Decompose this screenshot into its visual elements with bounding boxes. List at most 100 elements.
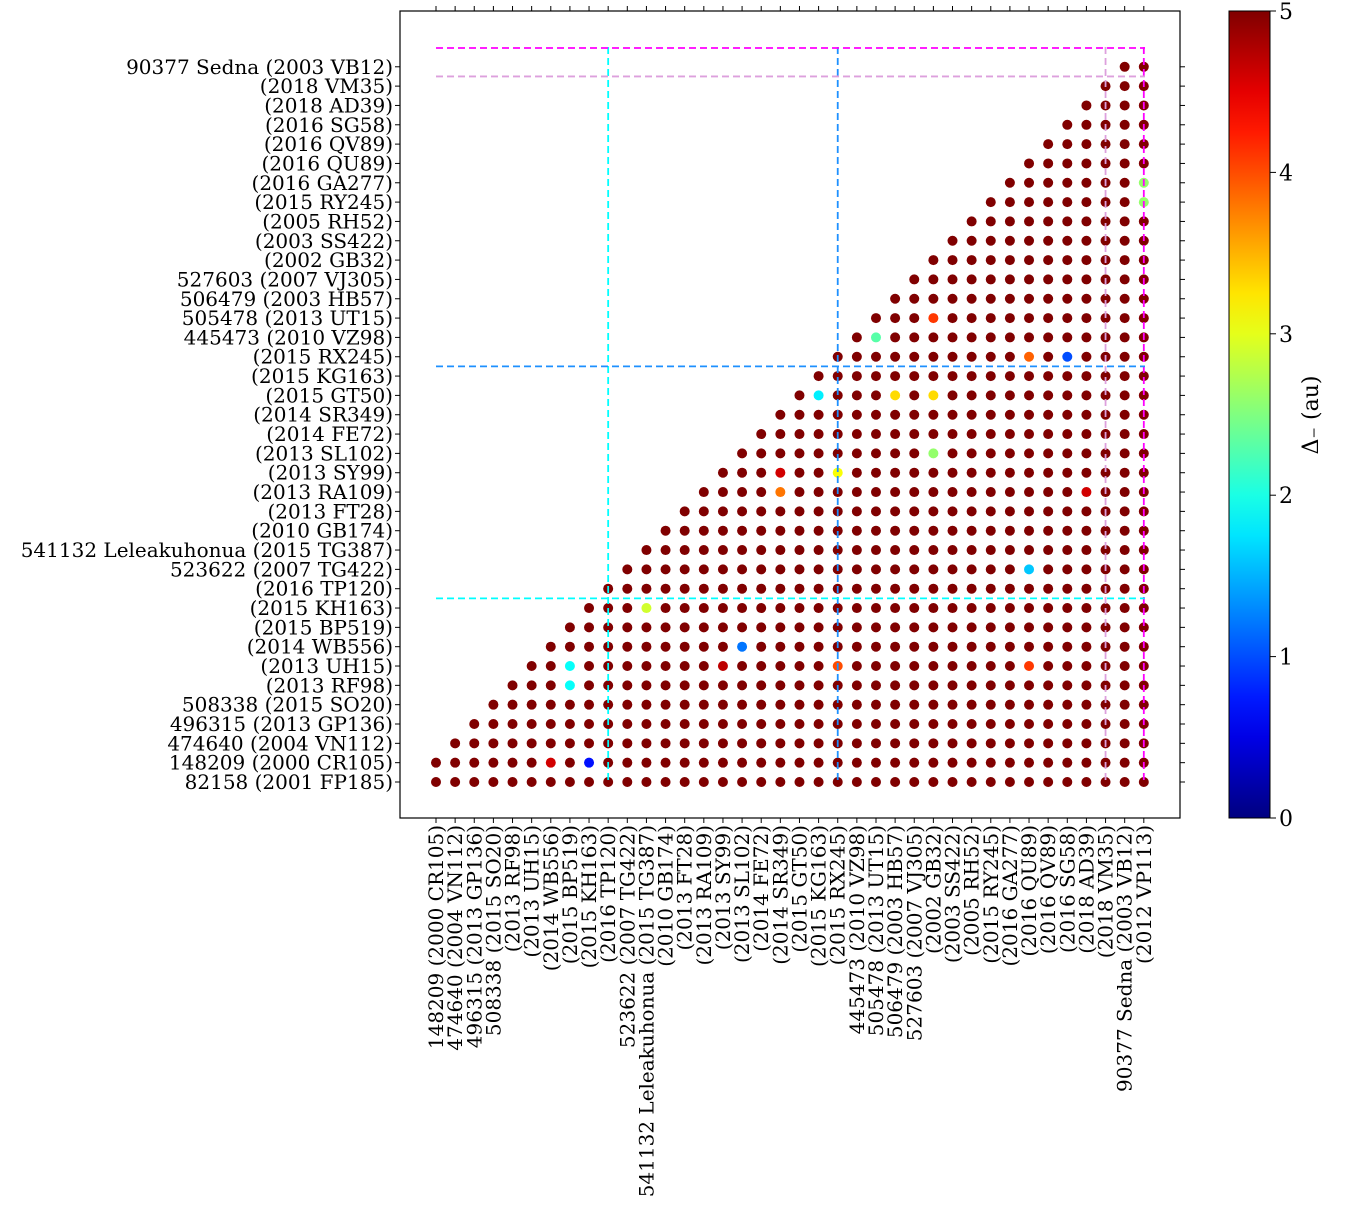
data-point	[909, 661, 920, 672]
data-point	[890, 564, 901, 575]
data-point	[870, 371, 881, 382]
data-point	[1024, 661, 1035, 672]
data-point	[1024, 467, 1035, 478]
data-point	[622, 603, 633, 614]
data-point	[1081, 545, 1092, 556]
data-point	[985, 467, 996, 478]
data-point	[870, 545, 881, 556]
data-point	[717, 757, 728, 768]
data-point	[947, 313, 958, 324]
data-point	[584, 641, 595, 652]
data-point	[641, 641, 652, 652]
data-point	[1138, 371, 1149, 382]
data-point	[870, 448, 881, 459]
data-point	[450, 757, 461, 768]
data-point	[660, 680, 671, 691]
data-point	[1138, 699, 1149, 710]
data-point	[1081, 757, 1092, 768]
data-point	[1081, 371, 1092, 382]
data-point	[928, 274, 939, 285]
data-point	[1043, 680, 1054, 691]
data-point	[870, 525, 881, 536]
data-point	[947, 699, 958, 710]
data-point	[985, 274, 996, 285]
data-point	[737, 680, 748, 691]
data-point	[909, 332, 920, 343]
data-point	[756, 641, 767, 652]
data-point	[1062, 777, 1073, 787]
data-point	[622, 680, 633, 691]
data-point	[813, 583, 824, 594]
x-tick-label: (2013 FT28)	[673, 825, 697, 951]
y-tick-label: (2005 RH52)	[262, 209, 393, 233]
data-point	[1004, 719, 1015, 730]
data-point	[1062, 255, 1073, 266]
data-point	[985, 506, 996, 517]
data-point	[756, 506, 767, 517]
data-point	[584, 680, 595, 691]
data-point	[1043, 738, 1054, 749]
x-tick-label: (2015 GT50)	[787, 825, 811, 953]
data-point	[1043, 429, 1054, 440]
y-tick-label: (2016 QV89)	[264, 132, 393, 156]
data-point	[775, 525, 786, 536]
data-point	[469, 719, 480, 730]
data-point	[947, 429, 958, 440]
data-point	[947, 777, 958, 787]
data-point	[1043, 371, 1054, 382]
data-point	[909, 506, 920, 517]
data-point	[1043, 603, 1054, 614]
data-point	[909, 777, 920, 787]
data-point	[698, 777, 709, 787]
data-point	[870, 680, 881, 691]
x-tick-label: (2015 BP519)	[558, 825, 582, 964]
data-point	[1004, 351, 1015, 362]
data-point	[985, 332, 996, 343]
data-point	[698, 738, 709, 749]
data-point	[1119, 738, 1130, 749]
data-point	[1024, 390, 1035, 401]
data-point	[717, 467, 728, 478]
data-point	[928, 641, 939, 652]
data-point	[737, 777, 748, 787]
data-point	[1062, 603, 1073, 614]
data-point	[851, 506, 862, 517]
data-point	[584, 719, 595, 730]
data-point	[813, 738, 824, 749]
data-point	[679, 583, 690, 594]
colorbar-tick-label: 1	[1279, 646, 1293, 671]
data-point	[526, 680, 537, 691]
data-point	[890, 757, 901, 768]
data-point	[1062, 545, 1073, 556]
data-point	[947, 757, 958, 768]
data-point	[564, 757, 575, 768]
data-point	[737, 448, 748, 459]
colorbar-tick-label: 0	[1279, 807, 1293, 832]
data-point	[717, 583, 728, 594]
data-point	[870, 351, 881, 362]
data-point	[622, 583, 633, 594]
data-point	[775, 699, 786, 710]
y-tick-label: (2010 GB174)	[251, 519, 393, 543]
data-point	[622, 777, 633, 787]
data-point	[622, 719, 633, 730]
y-tick-label: (2013 RA109)	[252, 480, 393, 504]
data-point	[890, 641, 901, 652]
data-point	[698, 506, 709, 517]
data-point	[1119, 429, 1130, 440]
data-point	[603, 699, 614, 710]
data-point	[756, 719, 767, 730]
data-point	[813, 409, 824, 420]
data-point	[909, 699, 920, 710]
data-point	[928, 757, 939, 768]
data-point	[641, 545, 652, 556]
data-point	[947, 351, 958, 362]
x-tick-label: (2010 GB174)	[654, 825, 678, 967]
data-point	[1043, 583, 1054, 594]
x-tick-label: (2015 KH163)	[577, 825, 601, 968]
data-point	[1119, 506, 1130, 517]
y-tick-label: (2015 GT50)	[265, 383, 393, 407]
data-point	[851, 777, 862, 787]
data-point	[1004, 216, 1015, 227]
data-point	[641, 564, 652, 575]
